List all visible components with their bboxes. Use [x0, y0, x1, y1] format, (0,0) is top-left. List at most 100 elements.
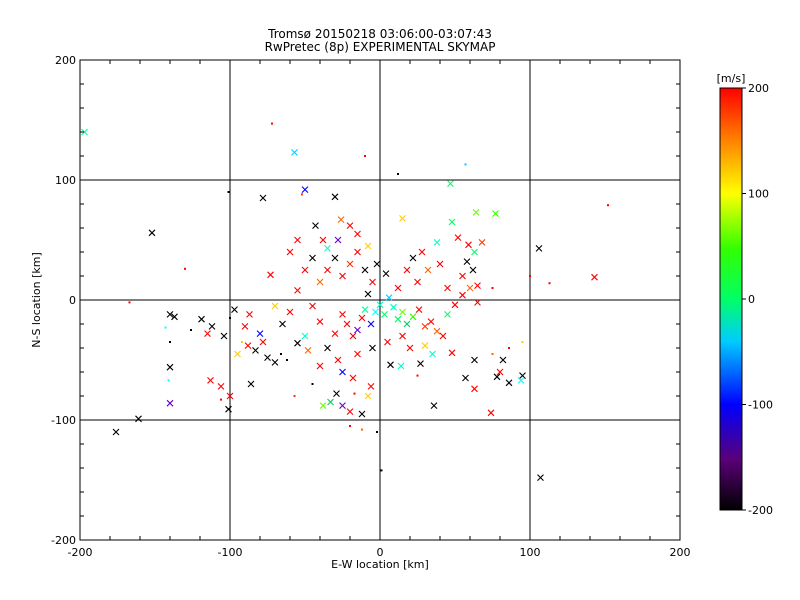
data-point-cross [387, 361, 394, 369]
data-point-cross [304, 347, 312, 354]
data-point-cross [451, 301, 459, 309]
data-point-dot [464, 163, 467, 166]
data-point-cross [226, 392, 234, 400]
data-point-cross [376, 301, 384, 309]
y-tick-label: -200 [51, 534, 76, 547]
data-point-cross [204, 330, 211, 337]
colorbar-tick-label: 100 [748, 188, 769, 201]
data-point-dot [521, 341, 524, 343]
data-point-dot [349, 425, 351, 427]
data-point-cross [291, 149, 298, 156]
data-point-cross [403, 320, 411, 328]
data-point-cross [279, 320, 286, 328]
data-point-cross [337, 216, 345, 223]
data-point-cross [535, 245, 543, 252]
data-point-cross [319, 402, 327, 409]
x-tick-label: -100 [218, 546, 243, 559]
data-point-cross [517, 377, 525, 384]
data-point-cross [399, 332, 406, 340]
data-point-cross [373, 260, 381, 268]
data-point-cross [324, 266, 331, 274]
x-tick-label: 100 [520, 546, 541, 559]
data-point-cross [343, 320, 351, 328]
data-point-cross [312, 222, 319, 229]
data-point-cross [301, 186, 309, 193]
data-points [81, 122, 609, 481]
data-point-cross [430, 402, 438, 409]
data-point-cross [471, 385, 478, 393]
y-tick-label: 0 [69, 294, 76, 307]
chart-subtitle: RwPretec (8p) EXPERIMENTAL SKYMAP [265, 40, 496, 54]
data-point-cross [466, 284, 474, 292]
data-point-dot [353, 392, 356, 395]
data-point-dot [529, 275, 531, 277]
data-point-cross [439, 332, 447, 340]
data-point-dot [508, 347, 510, 349]
data-point-cross [339, 311, 346, 318]
data-point-cross [385, 294, 393, 301]
data-point-cross [354, 230, 361, 238]
data-point-cross [334, 356, 342, 364]
data-point-cross [397, 362, 405, 370]
data-point-cross [433, 239, 441, 246]
data-point-cross [225, 405, 232, 413]
data-point-cross [81, 128, 88, 136]
x-tick-label: 200 [670, 546, 691, 559]
data-point-cross [448, 349, 456, 357]
data-point-cross [198, 315, 205, 323]
data-point-cross [415, 306, 423, 313]
data-point-cross [286, 248, 294, 256]
data-point-cross [417, 360, 424, 367]
data-point-cross [333, 390, 340, 397]
data-point-dot [184, 267, 186, 270]
data-point-cross [171, 313, 178, 321]
data-point-dot [301, 193, 303, 196]
data-point-cross [349, 332, 357, 340]
data-point-cross [499, 356, 507, 364]
data-point-cross [444, 284, 451, 292]
data-point-dot [286, 359, 288, 361]
data-point-cross [367, 383, 375, 390]
y-axis-label: N-S location [km] [30, 252, 43, 348]
data-point-cross [331, 193, 339, 201]
data-point-cross [339, 402, 346, 409]
data-point-cross [166, 399, 174, 407]
x-tick-label: -200 [68, 546, 93, 559]
data-point-cross [135, 415, 142, 423]
data-point-cross [220, 332, 228, 340]
data-point-cross [259, 338, 267, 346]
data-point-cross [537, 474, 544, 481]
data-point-cross [354, 248, 361, 256]
data-point-cross [493, 373, 501, 381]
data-point-cross [390, 303, 397, 311]
data-point-cross [474, 299, 481, 306]
data-point-cross [465, 241, 472, 249]
data-point-cross [364, 290, 372, 298]
data-point-cross [112, 428, 120, 436]
data-point-dot [293, 395, 296, 397]
data-point-dot [220, 398, 222, 401]
data-point-cross [459, 291, 466, 299]
axes: -200 -100 0 100 200 -200 -100 0 100 200 [51, 54, 690, 559]
data-point-cross [166, 363, 174, 371]
y-tick-label: 200 [55, 54, 76, 67]
data-point-dot [164, 326, 167, 329]
data-point-cross [354, 326, 361, 334]
data-point-cross [327, 398, 334, 406]
x-tick-label: 0 [377, 546, 384, 559]
data-point-cross [231, 306, 238, 313]
data-point-dot [311, 383, 314, 385]
data-point-cross [399, 215, 406, 222]
data-point-cross [166, 311, 174, 318]
data-point-cross [381, 311, 388, 318]
data-point-cross [447, 180, 454, 187]
data-point-cross [361, 306, 369, 313]
data-point-cross [334, 236, 342, 244]
data-point-cross [433, 327, 441, 335]
data-point-cross [492, 210, 499, 217]
data-point-cross [471, 248, 478, 256]
data-point-cross [259, 194, 267, 202]
chart-title: Tromsø 20150218 03:06:00-03:07:43 [267, 27, 492, 41]
data-point-cross [247, 380, 255, 388]
plot-area [80, 60, 680, 540]
